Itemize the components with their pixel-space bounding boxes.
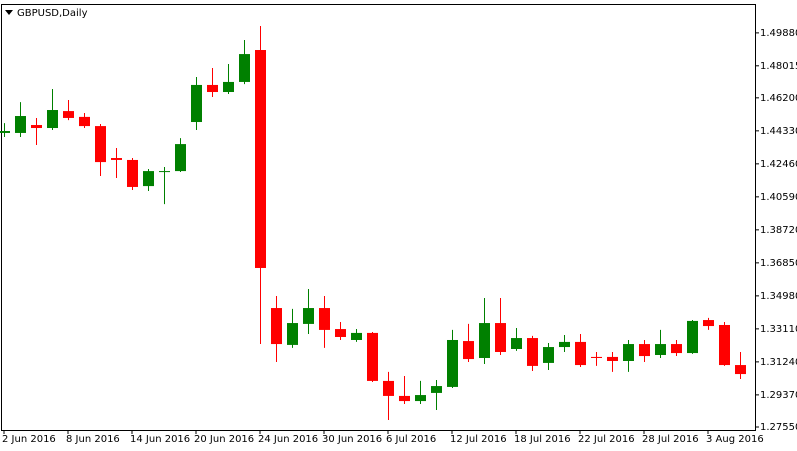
plot-frame <box>1 4 756 431</box>
candle-body <box>383 380 394 396</box>
candle-body <box>495 323 506 352</box>
candle-body <box>127 159 138 187</box>
candle-body <box>703 320 714 327</box>
candle-body <box>639 344 650 357</box>
menu-triangle[interactable] <box>5 10 13 15</box>
candle-body <box>239 54 250 82</box>
candle-body <box>319 308 330 330</box>
candle-body <box>543 347 554 363</box>
x-tick-label: 18 Jul 2016 <box>514 434 571 445</box>
candle-body <box>271 308 282 345</box>
candle-body <box>79 116 90 127</box>
candle-body <box>447 339 458 387</box>
candle-body <box>303 308 314 324</box>
candle-body <box>735 365 746 375</box>
candle-body <box>351 332 362 340</box>
candle-body <box>575 341 586 366</box>
candle-body <box>175 144 186 172</box>
candle-body <box>431 386 442 393</box>
x-tick-label: 22 Jul 2016 <box>578 434 635 445</box>
y-tick-label: 1.38720 <box>760 225 797 236</box>
candle-body <box>655 344 666 355</box>
x-tick-label: 8 Jun 2016 <box>66 434 120 445</box>
candle-body <box>623 344 634 361</box>
candle-body <box>591 356 602 358</box>
candle-body <box>63 111 74 118</box>
candle-body <box>47 110 58 129</box>
candle-body <box>111 158 122 160</box>
candle-body <box>527 338 538 366</box>
y-tick-label: 1.27550 <box>760 422 797 433</box>
y-tick-label: 1.33110 <box>760 324 797 335</box>
x-tick-label: 20 Jun 2016 <box>194 434 254 445</box>
candle-body <box>479 323 490 358</box>
candle-body <box>607 356 618 361</box>
candle-body <box>0 131 10 133</box>
candle-body <box>463 341 474 360</box>
candle-body <box>255 50 266 268</box>
candle-body <box>143 171 154 187</box>
y-tick-label: 1.49880 <box>760 28 797 39</box>
candle-body <box>207 84 218 93</box>
candle-body <box>31 125 42 129</box>
candle-body <box>367 332 378 381</box>
x-tick-label: 3 Aug 2016 <box>706 434 764 445</box>
y-tick-label: 1.48015 <box>760 61 797 72</box>
candle-body <box>15 116 26 133</box>
x-tick-label: 2 Jun 2016 <box>2 434 56 445</box>
x-tick-label: 30 Jun 2016 <box>322 434 382 445</box>
candle-body <box>415 395 426 402</box>
y-tick-label: 1.31240 <box>760 357 797 368</box>
candle-body <box>399 395 410 402</box>
y-tick-label: 1.46200 <box>760 93 797 104</box>
x-tick-label: 24 Jun 2016 <box>258 434 318 445</box>
y-tick-label: 1.34980 <box>760 291 797 302</box>
x-tick-label: 14 Jun 2016 <box>130 434 190 445</box>
candle-body <box>687 320 698 354</box>
candle-body <box>223 81 234 93</box>
y-tick-label: 1.40590 <box>760 192 797 203</box>
candle-body <box>559 341 570 348</box>
y-tick-label: 1.29370 <box>760 390 797 401</box>
candle-body <box>191 84 202 123</box>
chart-title: GBPUSD,Daily <box>17 8 88 19</box>
y-tick-label: 1.36850 <box>760 258 797 269</box>
candle-body <box>287 323 298 345</box>
y-tick-label: 1.44330 <box>760 126 797 137</box>
candle-body <box>159 171 170 173</box>
candle-body <box>671 344 682 354</box>
candle-body <box>95 126 106 163</box>
candle-body <box>335 329 346 337</box>
candle-body <box>511 338 522 349</box>
y-tick-label: 1.42460 <box>760 159 797 170</box>
x-tick-label: 28 Jul 2016 <box>642 434 699 445</box>
x-tick-label: 6 Jul 2016 <box>386 434 436 445</box>
candle-body <box>719 324 730 366</box>
x-tick-label: 12 Jul 2016 <box>450 434 507 445</box>
